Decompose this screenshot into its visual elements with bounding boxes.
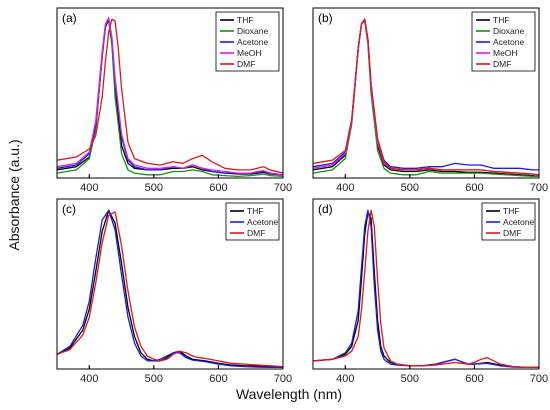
legend-entry: Acetone <box>503 217 534 227</box>
series-line-dmf <box>313 18 539 176</box>
x-tick-label: 700 <box>274 373 292 385</box>
series-line-meoh <box>57 17 283 176</box>
legend-entry: DMF <box>237 59 255 69</box>
series-group <box>57 17 283 178</box>
x-axis-title: Wavelength (nm) <box>236 386 342 402</box>
x-tick-label: 500 <box>145 182 163 194</box>
x-tick-label: 400 <box>80 182 98 194</box>
x-tick-label: 700 <box>274 182 292 194</box>
x-tick-label: 700 <box>530 182 548 194</box>
x-tick-label: 500 <box>145 373 163 385</box>
plot-frame <box>56 7 284 179</box>
series-line-thf <box>57 209 283 369</box>
x-tick-label: 500 <box>401 373 419 385</box>
x-tick-label: 400 <box>80 373 98 385</box>
panel-label: (a) <box>62 11 77 25</box>
series-line-dmf <box>313 209 539 369</box>
plot-frame <box>56 198 284 370</box>
panel-label: (b) <box>318 11 333 25</box>
legend-entry: DMF <box>247 228 265 238</box>
legend-entry: MeOH <box>237 48 262 58</box>
plot-frame <box>312 198 540 370</box>
legend-entry: Dioxane <box>493 26 524 36</box>
legend-entry: THF <box>493 15 510 25</box>
legend-entry: Acetone <box>247 217 278 227</box>
x-tick-label: 600 <box>465 182 483 194</box>
legend-entry: DMF <box>493 59 511 69</box>
chart-panels: 400 500 600 700(a) THFDioxaneAcetoneMeOHDMF4… <box>56 7 548 385</box>
panel-label: (c) <box>62 202 76 216</box>
series-line-dmf <box>57 18 283 174</box>
legend-entry: Acetone <box>493 37 524 47</box>
x-tick-label: 600 <box>209 182 227 194</box>
legend-entry: Dioxane <box>237 26 268 36</box>
plot-frame <box>312 7 540 179</box>
legend-entry: DMF <box>503 228 521 238</box>
series-group <box>313 209 539 369</box>
legend-entry: MeOH <box>493 48 518 58</box>
legend-entry: THF <box>237 15 254 25</box>
x-tick-label: 500 <box>401 182 419 194</box>
y-axis-title: Absorbance (a.u.) <box>6 139 22 250</box>
x-tick-label: 600 <box>465 373 483 385</box>
x-tick-label: 700 <box>530 373 548 385</box>
panel-label: (d) <box>318 202 333 216</box>
series-group <box>57 209 283 369</box>
legend-entry: THF <box>247 206 264 216</box>
series-group <box>313 18 539 178</box>
x-tick-label: 400 <box>336 373 354 385</box>
series-line-dmf <box>57 211 283 368</box>
x-tick-label: 400 <box>336 182 354 194</box>
x-tick-label: 600 <box>209 373 227 385</box>
legend-entry: THF <box>503 206 520 216</box>
series-line-acetone <box>313 209 539 369</box>
legend-entry: Acetone <box>237 37 268 47</box>
